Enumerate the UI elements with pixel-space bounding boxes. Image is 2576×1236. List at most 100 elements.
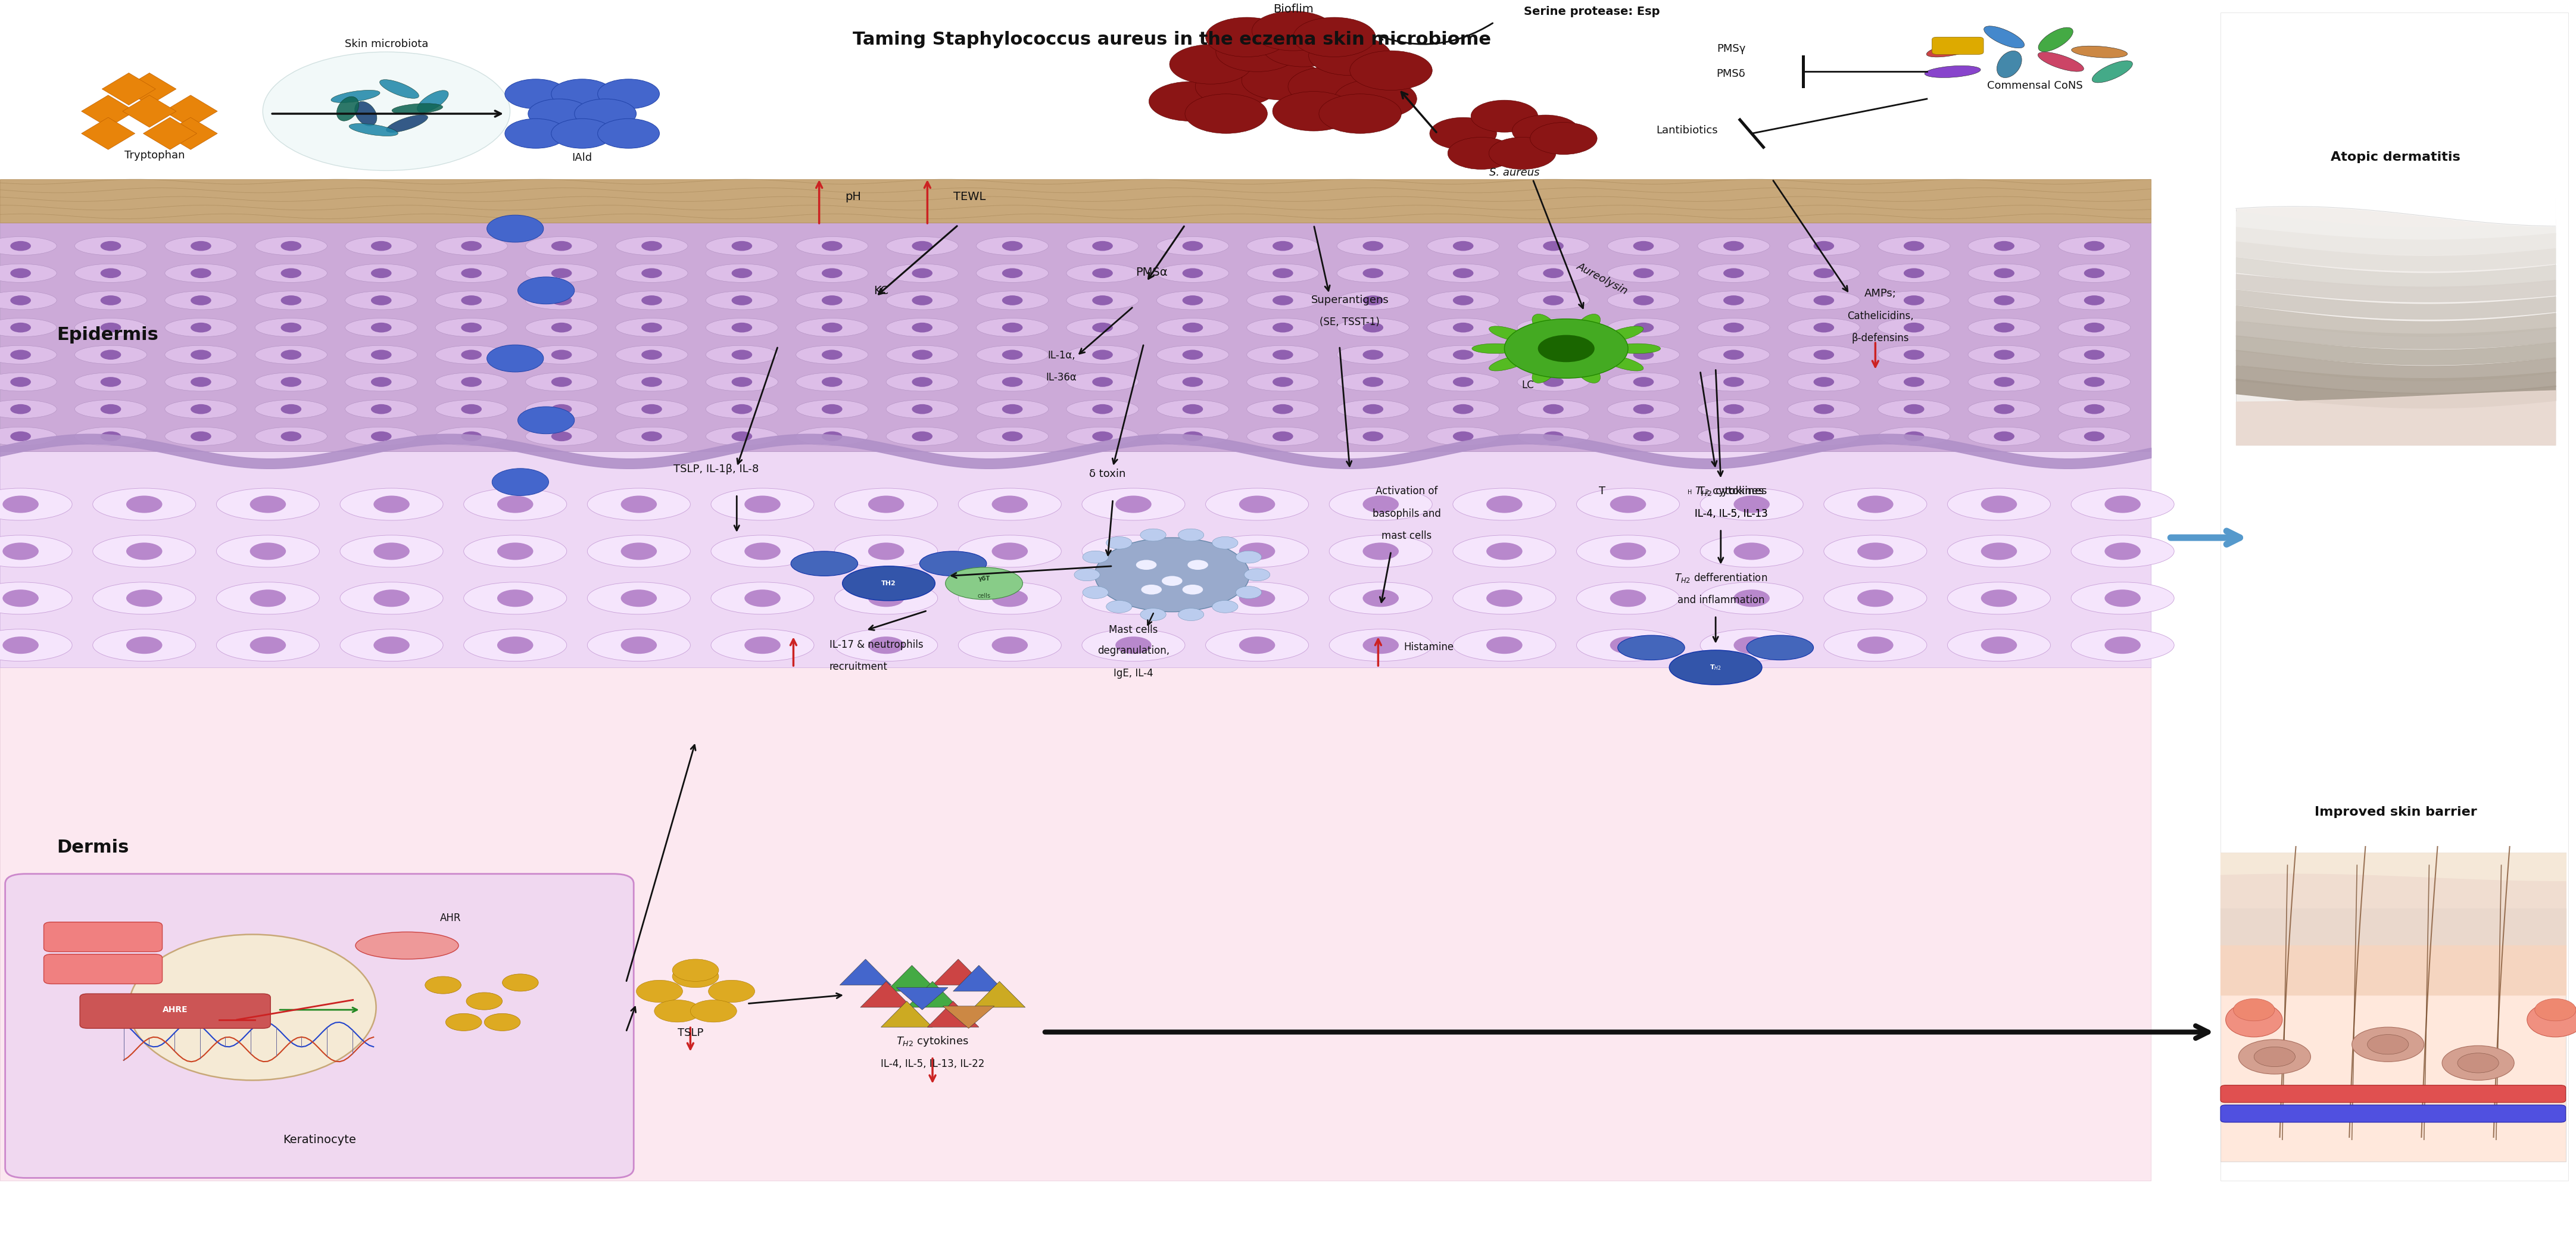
Circle shape <box>1188 560 1208 570</box>
Ellipse shape <box>355 101 376 126</box>
Circle shape <box>126 543 162 560</box>
Ellipse shape <box>2092 61 2133 83</box>
Ellipse shape <box>165 318 237 336</box>
Ellipse shape <box>1878 236 1950 255</box>
Circle shape <box>1002 350 1023 360</box>
Text: Taming Staphylococcus aureus in the eczema skin microbiome: Taming Staphylococcus aureus in the ecze… <box>853 31 1492 48</box>
Circle shape <box>1182 431 1203 441</box>
Ellipse shape <box>1206 582 1309 614</box>
Ellipse shape <box>93 488 196 520</box>
Ellipse shape <box>1157 263 1229 282</box>
Ellipse shape <box>1066 290 1139 309</box>
Ellipse shape <box>1247 373 1319 391</box>
Ellipse shape <box>386 115 428 132</box>
Ellipse shape <box>526 373 598 391</box>
Circle shape <box>2084 377 2105 387</box>
Ellipse shape <box>1066 345 1139 363</box>
Circle shape <box>281 323 301 332</box>
Ellipse shape <box>1747 635 1814 660</box>
Ellipse shape <box>255 428 327 445</box>
Ellipse shape <box>1615 344 1662 353</box>
Circle shape <box>1092 241 1113 251</box>
Ellipse shape <box>706 290 778 309</box>
Text: (SE, TSST-1): (SE, TSST-1) <box>1319 316 1381 328</box>
Ellipse shape <box>464 488 567 520</box>
Circle shape <box>497 543 533 560</box>
Circle shape <box>1293 17 1376 57</box>
Circle shape <box>1633 404 1654 414</box>
Text: Dermis: Dermis <box>57 839 129 857</box>
Text: Superantigens: Superantigens <box>1311 294 1388 305</box>
Circle shape <box>1814 323 1834 332</box>
Polygon shape <box>840 959 891 985</box>
Ellipse shape <box>1878 318 1950 336</box>
Circle shape <box>1453 268 1473 278</box>
Polygon shape <box>124 73 175 105</box>
Ellipse shape <box>1618 635 1685 660</box>
Circle shape <box>621 543 657 560</box>
Polygon shape <box>953 965 1005 991</box>
Circle shape <box>10 377 31 387</box>
Ellipse shape <box>706 236 778 255</box>
Circle shape <box>281 241 301 251</box>
Circle shape <box>1904 268 1924 278</box>
Circle shape <box>1633 350 1654 360</box>
Circle shape <box>1182 404 1203 414</box>
Circle shape <box>1453 377 1473 387</box>
Ellipse shape <box>587 582 690 614</box>
Circle shape <box>551 241 572 251</box>
Circle shape <box>1092 404 1113 414</box>
Circle shape <box>1182 241 1203 251</box>
Circle shape <box>1309 36 1391 75</box>
Circle shape <box>1633 295 1654 305</box>
Text: AMPs;: AMPs; <box>1865 288 1896 299</box>
Ellipse shape <box>1066 428 1139 445</box>
Ellipse shape <box>920 551 987 576</box>
Circle shape <box>1723 295 1744 305</box>
Text: PMSδ: PMSδ <box>1716 68 1747 79</box>
Circle shape <box>10 404 31 414</box>
Circle shape <box>672 965 719 988</box>
Ellipse shape <box>216 488 319 520</box>
Ellipse shape <box>526 345 598 363</box>
Ellipse shape <box>75 236 147 255</box>
Circle shape <box>1262 27 1345 67</box>
Circle shape <box>1141 608 1167 620</box>
Ellipse shape <box>1247 263 1319 282</box>
Ellipse shape <box>1788 400 1860 418</box>
Circle shape <box>744 543 781 560</box>
Text: T$_{H2}$: T$_{H2}$ <box>1710 664 1721 671</box>
Ellipse shape <box>392 104 443 114</box>
Circle shape <box>992 543 1028 560</box>
Circle shape <box>1363 377 1383 387</box>
Circle shape <box>822 268 842 278</box>
Circle shape <box>1723 431 1744 441</box>
Circle shape <box>1363 295 1383 305</box>
Ellipse shape <box>1996 51 2022 78</box>
Circle shape <box>641 268 662 278</box>
Circle shape <box>191 268 211 278</box>
Ellipse shape <box>0 236 57 255</box>
Circle shape <box>1543 241 1564 251</box>
Circle shape <box>1512 115 1579 147</box>
Ellipse shape <box>435 263 507 282</box>
Ellipse shape <box>1517 236 1589 255</box>
Ellipse shape <box>976 318 1048 336</box>
Text: TH2: TH2 <box>881 581 896 586</box>
Circle shape <box>1177 608 1203 620</box>
Ellipse shape <box>1700 582 1803 614</box>
Text: pH: pH <box>845 192 860 203</box>
Ellipse shape <box>706 263 778 282</box>
Ellipse shape <box>1947 535 2050 567</box>
Circle shape <box>126 496 162 513</box>
Ellipse shape <box>1824 535 1927 567</box>
Circle shape <box>672 959 719 981</box>
Circle shape <box>551 377 572 387</box>
Ellipse shape <box>165 263 237 282</box>
Text: Mast cells: Mast cells <box>1108 624 1159 635</box>
Circle shape <box>10 431 31 441</box>
Text: PMSα: PMSα <box>1136 267 1167 278</box>
Circle shape <box>1363 323 1383 332</box>
Ellipse shape <box>1157 345 1229 363</box>
Text: T₂ cytokines: T₂ cytokines <box>1698 486 1765 497</box>
